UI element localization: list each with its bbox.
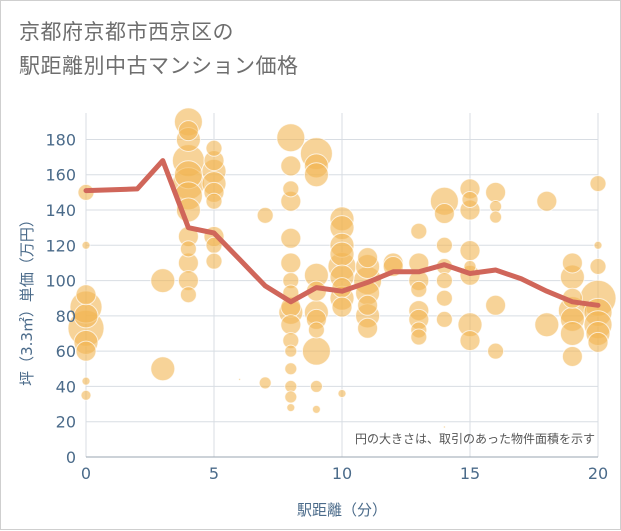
bubble-point (282, 180, 300, 198)
bubble-point (307, 321, 325, 339)
y-tick-label: 20 (56, 413, 76, 432)
y-tick-label: 80 (56, 307, 76, 326)
bubble-point (256, 206, 274, 224)
y-tick-label: 40 (56, 377, 76, 396)
y-tick-label: 0 (66, 448, 76, 467)
bubble-point (81, 376, 91, 386)
bubble-point (433, 203, 455, 225)
bubble-point (489, 210, 503, 224)
bubble-point (461, 190, 479, 208)
bubble-point (150, 356, 176, 382)
bubble-point (357, 294, 379, 316)
bubble-point (309, 379, 323, 393)
bubble-point (301, 336, 331, 366)
bubble-point (357, 247, 379, 269)
x-tick-label: 5 (209, 464, 219, 483)
y-axis-label: 坪（3.3㎡）単価（万円） (18, 212, 36, 386)
bubble-point (177, 120, 199, 142)
bubble-point (73, 303, 99, 329)
bubble-point (559, 321, 585, 347)
bubble-point (238, 377, 242, 381)
bubble-point (331, 296, 353, 318)
bubble-point (435, 272, 453, 290)
y-tick-label: 140 (45, 201, 76, 220)
bubble-point (75, 284, 97, 306)
bubble-point (561, 252, 583, 274)
bubble-point (561, 345, 583, 367)
bubble-point (303, 162, 329, 188)
bubble-point (81, 240, 91, 250)
bubble-point (459, 240, 481, 262)
x-axis-label: 駅距離（分） (297, 501, 387, 519)
bubble-point (459, 330, 481, 352)
bubble-point (179, 240, 197, 258)
bubble-point (311, 404, 321, 414)
bubble-point (589, 257, 607, 275)
bubble-point (280, 314, 302, 336)
size-legend-note: 円の大きさは、取引のあった物件面積を示す (355, 431, 595, 446)
bubble-point (587, 331, 609, 353)
bubble-point (280, 252, 302, 274)
chart-title-line-1: 京都府京都市西京区の (19, 20, 234, 44)
bubble-point (410, 280, 428, 298)
bubble-point (205, 139, 223, 157)
y-tick-label: 180 (45, 130, 76, 149)
bubble-point (536, 190, 558, 212)
bubble-point (276, 123, 306, 153)
bubble-point (487, 342, 505, 360)
bubble-point (589, 175, 607, 193)
bubble-point (284, 344, 298, 358)
bubble-point (485, 294, 507, 316)
bubble-point (280, 227, 302, 249)
x-tick-label: 20 (588, 464, 608, 483)
x-tick-label: 0 (81, 464, 91, 483)
bubble-point (150, 268, 176, 294)
bubble-point (80, 389, 92, 401)
bubble-point (435, 236, 453, 254)
bubble-point (284, 362, 298, 376)
x-tick-label: 15 (460, 464, 480, 483)
chart-title: 京都府京都市西京区の 駅距離別中古マンション価格 (19, 15, 579, 83)
bubble-point (205, 192, 223, 210)
bubble-point (286, 403, 296, 413)
bubble-point (593, 240, 603, 250)
bubble-point (435, 289, 453, 307)
axes: 0 20 40 60 80 100 120 140 160 180 0 5 10 15 20 (45, 130, 608, 483)
chart-title-line-2: 駅距離別中古マンション価格 (19, 54, 299, 78)
bubble-point (329, 241, 355, 267)
bubble-point (435, 310, 453, 328)
bubble-point (205, 252, 223, 270)
bubble-point (410, 328, 428, 346)
average-line-series (83, 158, 601, 308)
bubble-point (410, 222, 428, 240)
y-tick-label: 160 (45, 166, 76, 185)
bubble-point (258, 376, 272, 390)
y-tick-label: 120 (45, 236, 76, 255)
y-tick-label: 60 (56, 342, 76, 361)
bubble-point (442, 425, 446, 429)
bubble-point (485, 181, 507, 203)
bubble-point (284, 390, 298, 404)
y-tick-label: 100 (45, 272, 76, 291)
bubble-point (337, 388, 347, 398)
bubble-point (280, 155, 302, 177)
x-tick-label: 10 (332, 464, 352, 483)
bubble-point (179, 286, 197, 304)
bubble-point (534, 312, 560, 338)
average-price-line (83, 158, 601, 308)
bubble-point (75, 340, 97, 362)
bubble-point (357, 317, 379, 339)
